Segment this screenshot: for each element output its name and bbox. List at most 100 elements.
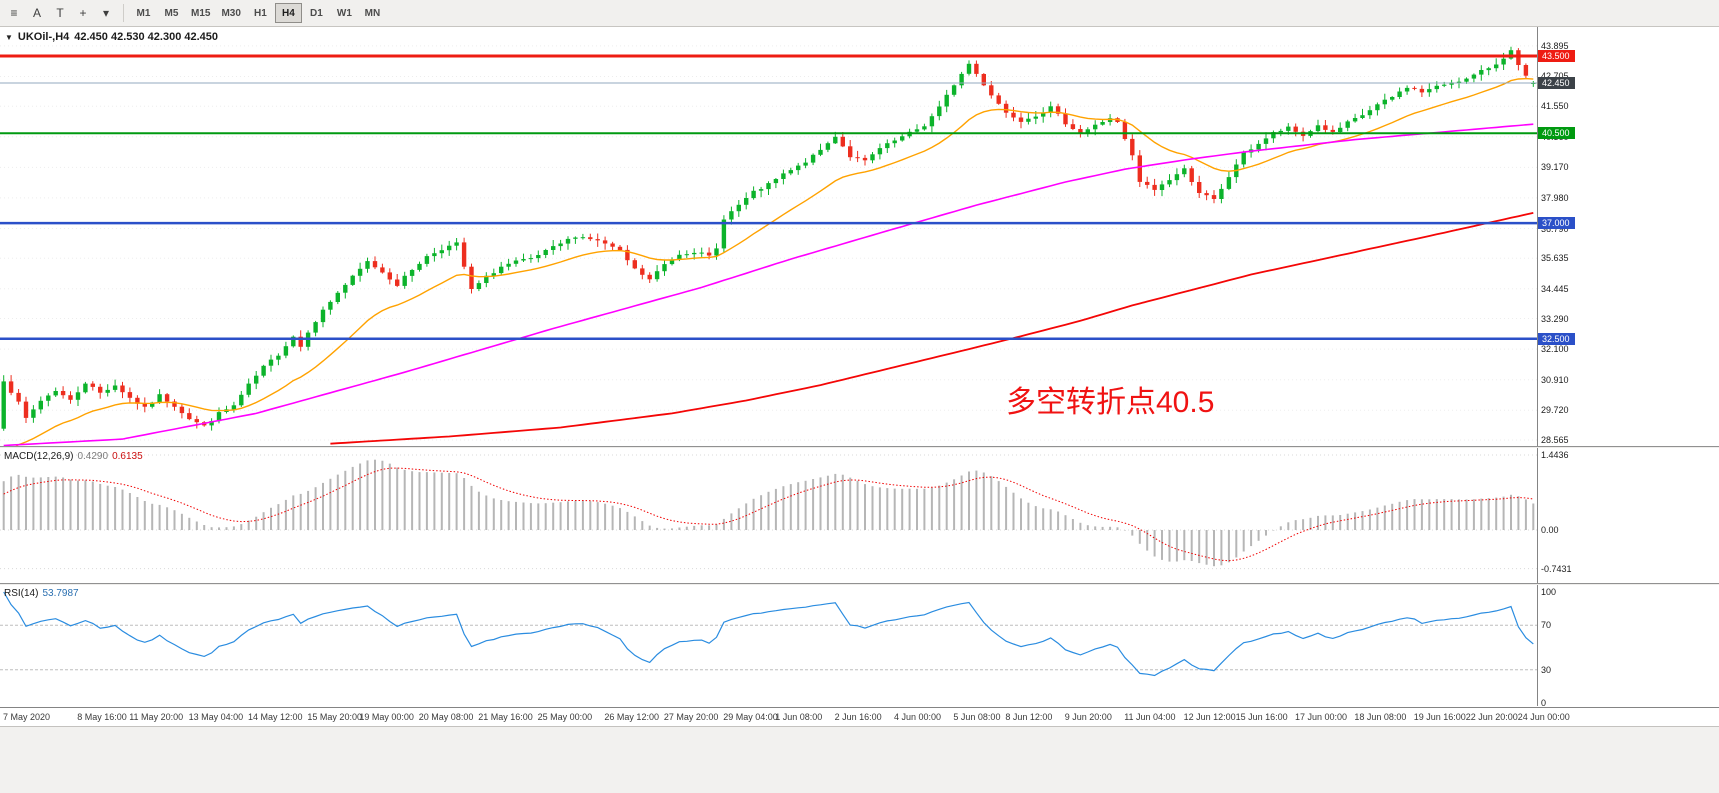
crosshair-icon[interactable]: +: [79, 6, 87, 20]
price-axis-label: 28.565: [1541, 434, 1569, 445]
macd-axis-label: -0.7431: [1541, 563, 1572, 574]
price-line-badge: 40.500: [1538, 127, 1575, 140]
price-axis-label: 42.705: [1541, 71, 1569, 81]
shapes-dropdown-icon[interactable]: ▾: [102, 6, 110, 20]
price-axis-label: 37.980: [1541, 192, 1569, 203]
time-axis-label: 15 May 20:00: [307, 712, 362, 722]
chart-annotation-text: 多空转折点40.5: [1006, 386, 1215, 419]
macd-label: MACD(12,26,9) 0.4290 0.6135: [4, 451, 147, 462]
time-axis-label: 8 May 16:00: [77, 712, 127, 722]
price-axis-label: 30.910: [1541, 374, 1569, 385]
ohlc-values: 42.450 42.530 42.300 42.450: [74, 31, 219, 43]
rsi-axis-label: 0: [1541, 698, 1547, 708]
pane-divider[interactable]: [0, 446, 1719, 448]
symbol-dropdown-icon[interactable]: ▼: [5, 32, 13, 42]
time-axis-label: 1 Jun 08:00: [775, 712, 823, 722]
charts-list-icon[interactable]: ≡: [10, 6, 18, 20]
time-axis-label: 15 Jun 16:00: [1235, 712, 1288, 722]
chart-title: ▼ UKOil-,H4 42.450 42.530 42.300 42.450: [5, 31, 218, 43]
candlestick-chart[interactable]: [0, 27, 1537, 446]
rsi-chart[interactable]: [0, 585, 1537, 706]
rsi-line: [3, 591, 1534, 677]
time-axis-label: 21 May 16:00: [478, 712, 533, 722]
rsi-levels: [0, 624, 1537, 671]
rsi-axis-label: 100: [1541, 587, 1557, 597]
drawing-tools-group: ≡ A T + ▾: [3, 3, 117, 24]
rsi-name: RSI(14): [4, 588, 39, 599]
rsi-axis-label: 30: [1541, 664, 1552, 675]
time-axis-label: 12 Jun 12:00: [1183, 712, 1236, 722]
rsi-axis[interactable]: [1537, 585, 1719, 706]
time-axis[interactable]: 7 May 2020 8 May 16:00 11 May 20:00 13 May …: [0, 707, 1719, 726]
timeframe-group: M1 M5 M15 M30 H1 H4 D1 W1 MN: [130, 3, 386, 23]
time-axis-label: 29 May 04:00: [723, 712, 778, 722]
price-axis[interactable]: [1537, 27, 1719, 446]
rsi-label: RSI(14) 53.7987: [4, 588, 83, 599]
time-axis-label: 11 May 20:00: [129, 712, 184, 722]
candles: [1, 46, 1536, 431]
macd-indicator-pane[interactable]: MACD(12,26,9) 0.4290 0.6135 1.4436 0.00 -0.7…: [0, 448, 1719, 583]
time-axis-label: 17 Jun 00:00: [1294, 712, 1348, 722]
text-tool-icon[interactable]: A: [32, 6, 41, 20]
price-line-badge: 42.450: [1538, 77, 1575, 90]
macd-value-signal: 0.6135: [112, 451, 143, 462]
time-axis-label: 19 Jun 16:00: [1413, 712, 1466, 722]
macd-histogram: [2, 459, 1535, 567]
time-axis-label: 7 May 2020: [3, 712, 51, 722]
price-axis-label: 43.895: [1541, 40, 1569, 51]
price-axis-label: 29.720: [1541, 405, 1569, 416]
price-axis-label: 39.170: [1541, 162, 1569, 173]
time-axis-label: 8 Jun 12:00: [1005, 712, 1053, 722]
time-axis-label: 27 May 20:00: [663, 712, 719, 722]
macd-axis-label: 1.4436: [1541, 450, 1569, 460]
macd-name: MACD(12,26,9): [4, 451, 74, 462]
price-axis-label: 35.635: [1541, 253, 1569, 264]
time-axis-label: 22 Jun 20:00: [1465, 712, 1518, 722]
toolbar-separator: [123, 4, 124, 22]
rsi-value: 53.7987: [42, 588, 79, 599]
macd-axis-label: 0.00: [1541, 525, 1559, 535]
ma-mid-line: [3, 123, 1534, 446]
rsi-axis-label: 70: [1541, 620, 1552, 631]
symbol-name: UKOil-,H4: [17, 31, 70, 43]
macd-value-main: 0.4290: [77, 451, 109, 462]
timeframe-button-m1[interactable]: M1: [136, 7, 151, 19]
grid: [0, 45, 1537, 441]
time-axis-label: 5 Jun 08:00: [953, 712, 1001, 722]
timeframe-button-m5[interactable]: M5: [164, 7, 179, 19]
toolbar: ≡ A T + ▾ M1 M5 M15 M30 H1 H4 D1 W1 MN: [0, 0, 1719, 27]
time-axis-label: 25 May 00:00: [537, 712, 593, 722]
time-axis-label: 9 Jun 20:00: [1064, 712, 1112, 722]
time-axis-label: 20 May 08:00: [418, 712, 474, 722]
macd-axis[interactable]: [1537, 448, 1719, 583]
time-axis-label: 2 Jun 16:00: [834, 712, 882, 722]
bottom-strip: [0, 726, 1719, 793]
timeframe-button-d1[interactable]: D1: [310, 7, 323, 19]
time-axis-label: 24 Jun 00:00: [1517, 712, 1570, 722]
time-axis-label: 13 May 04:00: [188, 712, 244, 722]
timeframe-button-h4[interactable]: H4: [274, 3, 302, 23]
macd-chart[interactable]: [0, 448, 1537, 583]
timeframe-button-m30[interactable]: M30: [221, 7, 241, 19]
time-axis-label: 18 Jun 08:00: [1354, 712, 1407, 722]
macd-signal-line: [3, 467, 1534, 562]
price-axis-label: 32.100: [1541, 344, 1569, 355]
price-axis-label: 33.290: [1541, 313, 1569, 324]
time-axis-label: 4 Jun 00:00: [894, 712, 942, 722]
timeframe-button-m15[interactable]: M15: [191, 7, 211, 19]
ma-slow-line: [330, 212, 1534, 445]
price-chart-pane[interactable]: ▼ UKOil-,H4 42.450 42.530 42.300 42.450 …: [0, 27, 1719, 446]
time-axis-label: 14 May 12:00: [248, 712, 303, 722]
timeframe-button-w1[interactable]: W1: [336, 7, 352, 19]
price-axis-label: 41.550: [1541, 101, 1569, 112]
timeframe-button-mn[interactable]: MN: [364, 7, 381, 19]
price-line-badge: 32.500: [1538, 332, 1575, 345]
price-axis-label: 34.445: [1541, 283, 1569, 294]
pane-divider[interactable]: [0, 583, 1719, 585]
price-line-badge: 43.500: [1538, 50, 1575, 63]
time-axis-label: 26 May 12:00: [604, 712, 659, 722]
label-tool-icon[interactable]: T: [56, 6, 64, 20]
timeframe-button-h1[interactable]: H1: [254, 7, 267, 19]
rsi-indicator-pane[interactable]: RSI(14) 53.7987 100 70 30 0: [0, 585, 1719, 708]
